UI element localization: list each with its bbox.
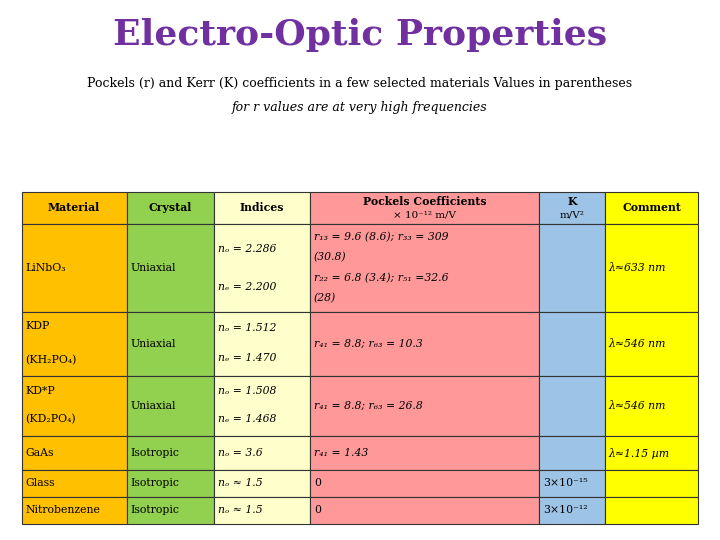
Text: nₒ = 1.508: nₒ = 1.508 <box>217 386 276 396</box>
Bar <box>22 376 127 436</box>
Bar <box>127 312 214 376</box>
Bar <box>310 436 539 470</box>
Text: (30.8): (30.8) <box>314 252 346 262</box>
Bar <box>127 436 214 470</box>
Text: 0: 0 <box>314 478 320 488</box>
Text: nₑ = 1.468: nₑ = 1.468 <box>217 414 276 424</box>
Bar <box>310 224 539 312</box>
Text: (28): (28) <box>314 293 336 303</box>
Bar <box>605 497 698 524</box>
Bar <box>127 376 214 436</box>
Bar <box>214 312 310 376</box>
Text: 3×10⁻¹²: 3×10⁻¹² <box>543 505 588 515</box>
Text: Glass: Glass <box>25 478 55 488</box>
Text: r₂₂ = 6.8 (3.4); r₅₁ =32.6: r₂₂ = 6.8 (3.4); r₅₁ =32.6 <box>314 273 449 284</box>
Text: r₄₁ = 8.8; r₆₃ = 26.8: r₄₁ = 8.8; r₆₃ = 26.8 <box>314 401 423 411</box>
Text: Isotropic: Isotropic <box>130 448 179 458</box>
Bar <box>22 470 127 497</box>
Text: KD*P: KD*P <box>25 386 55 396</box>
Bar <box>214 470 310 497</box>
Text: λ≈546 nm: λ≈546 nm <box>608 339 666 349</box>
Bar <box>310 497 539 524</box>
Bar <box>605 312 698 376</box>
Text: Indices: Indices <box>240 202 284 213</box>
Bar <box>214 497 310 524</box>
Bar <box>214 376 310 436</box>
Bar <box>22 497 127 524</box>
Bar <box>539 436 605 470</box>
Text: Crystal: Crystal <box>148 202 192 213</box>
Text: Nitrobenzene: Nitrobenzene <box>25 505 100 515</box>
Text: K: K <box>567 196 577 207</box>
Text: Electro-Optic Properties: Electro-Optic Properties <box>113 18 607 52</box>
Text: λ≈546 nm: λ≈546 nm <box>608 401 666 411</box>
Bar <box>605 470 698 497</box>
Text: (KH₂PO₄): (KH₂PO₄) <box>25 354 76 364</box>
Text: 0: 0 <box>314 505 320 515</box>
Text: nₒ ≈ 1.5: nₒ ≈ 1.5 <box>217 505 262 515</box>
Text: Pockels (r) and Kerr (K) coefficients in a few selected materials Values in pare: Pockels (r) and Kerr (K) coefficients in… <box>87 77 633 90</box>
Bar <box>310 376 539 436</box>
Text: λ≈633 nm: λ≈633 nm <box>608 263 666 273</box>
Text: Comment: Comment <box>622 202 681 213</box>
Bar <box>310 312 539 376</box>
Text: Uniaxial: Uniaxial <box>130 339 176 349</box>
Text: LiNbO₃: LiNbO₃ <box>25 263 66 273</box>
Text: 3×10⁻¹⁵: 3×10⁻¹⁵ <box>543 478 588 488</box>
Text: for r values are at very high frequencies: for r values are at very high frequencie… <box>232 102 488 114</box>
Text: nₑ = 2.200: nₑ = 2.200 <box>217 282 276 292</box>
Text: r₄₁ = 8.8; r₆₃ = 10.3: r₄₁ = 8.8; r₆₃ = 10.3 <box>314 339 423 349</box>
Bar <box>605 192 698 224</box>
Text: Pockels Coefficients: Pockels Coefficients <box>363 196 487 207</box>
Bar <box>310 192 539 224</box>
Bar <box>605 224 698 312</box>
Bar <box>605 376 698 436</box>
Bar <box>127 224 214 312</box>
Text: Isotropic: Isotropic <box>130 478 179 488</box>
Bar <box>539 192 605 224</box>
Bar <box>214 192 310 224</box>
Bar <box>22 224 127 312</box>
Text: (KD₂PO₄): (KD₂PO₄) <box>25 414 76 424</box>
Bar <box>214 224 310 312</box>
Text: nₒ = 1.512: nₒ = 1.512 <box>217 322 276 333</box>
Bar <box>539 497 605 524</box>
Text: × 10⁻¹² m/V: × 10⁻¹² m/V <box>393 211 456 219</box>
Text: KDP: KDP <box>25 321 50 330</box>
Text: Material: Material <box>48 202 100 213</box>
Bar <box>127 192 214 224</box>
Bar <box>214 436 310 470</box>
Bar <box>539 312 605 376</box>
Bar <box>127 497 214 524</box>
Text: nₑ = 1.470: nₑ = 1.470 <box>217 353 276 363</box>
Text: GaAs: GaAs <box>25 448 54 458</box>
Text: r₄₁ = 1.43: r₄₁ = 1.43 <box>314 448 368 458</box>
Bar <box>127 470 214 497</box>
Bar <box>22 312 127 376</box>
Text: Uniaxial: Uniaxial <box>130 401 176 411</box>
Text: nₒ = 3.6: nₒ = 3.6 <box>217 448 262 458</box>
Text: r₁₃ = 9.6 (8.6); r₃₃ = 309: r₁₃ = 9.6 (8.6); r₃₃ = 309 <box>314 232 449 242</box>
Bar <box>605 436 698 470</box>
Bar <box>22 436 127 470</box>
Text: m/V²: m/V² <box>559 211 585 219</box>
Bar <box>22 192 127 224</box>
Text: Isotropic: Isotropic <box>130 505 179 515</box>
Text: nₒ = 2.286: nₒ = 2.286 <box>217 244 276 254</box>
Text: nₒ ≈ 1.5: nₒ ≈ 1.5 <box>217 478 262 488</box>
Bar <box>539 470 605 497</box>
Bar <box>539 224 605 312</box>
Text: Uniaxial: Uniaxial <box>130 263 176 273</box>
Bar <box>539 376 605 436</box>
Text: λ≈1.15 µm: λ≈1.15 µm <box>608 448 670 458</box>
Bar <box>310 470 539 497</box>
